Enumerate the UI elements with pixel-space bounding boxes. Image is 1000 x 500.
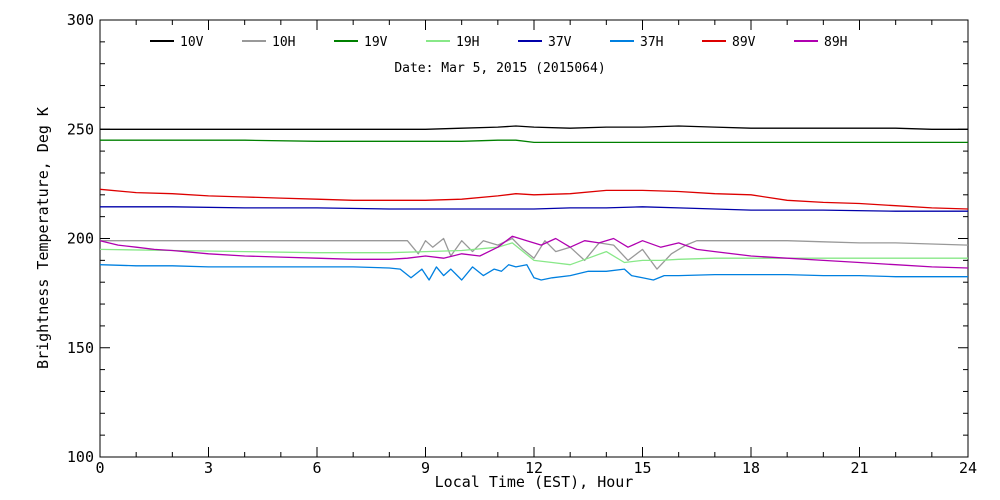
x-tick-label: 9 bbox=[421, 459, 430, 477]
x-axis-label: Local Time (EST), Hour bbox=[435, 473, 634, 491]
plot-frame bbox=[99, 19, 969, 458]
x-tick-label: 12 bbox=[525, 459, 543, 477]
x-tick-label: 24 bbox=[959, 459, 977, 477]
x-tick-label: 15 bbox=[633, 459, 651, 477]
series-line-37v bbox=[100, 206, 968, 212]
legend-label-37h: 37H bbox=[640, 35, 663, 50]
legend-label-89h: 89H bbox=[824, 35, 847, 50]
y-tick-label: 300 bbox=[67, 11, 94, 29]
x-tick-label: 0 bbox=[95, 459, 104, 477]
series-line-10v bbox=[100, 125, 968, 130]
x-tick-label: 3 bbox=[204, 459, 213, 477]
legend-label-89v: 89V bbox=[732, 35, 756, 50]
series-line-19v bbox=[100, 139, 968, 144]
y-axis-label: Brightness Temperature, Deg K bbox=[34, 107, 52, 369]
chart-subtitle: Date: Mar 5, 2015 (2015064) bbox=[394, 61, 605, 76]
legend-label-19h: 19H bbox=[456, 35, 479, 50]
y-tick-label: 100 bbox=[67, 448, 94, 466]
x-tick-label: 6 bbox=[312, 459, 321, 477]
legend-label-19v: 19V bbox=[364, 35, 388, 50]
tick-labels: 0 3 6 9 12 15 18 21 24 100 150 200 250 300 bbox=[67, 11, 977, 477]
legend-label-37v: 37V bbox=[548, 35, 572, 50]
series-line-37h bbox=[99, 264, 968, 281]
x-tick-label: 18 bbox=[742, 459, 760, 477]
series-line-19h bbox=[99, 242, 968, 266]
x-tick-label: 21 bbox=[850, 459, 868, 477]
y-tick-label: 150 bbox=[67, 339, 94, 357]
series-line-89h bbox=[99, 235, 969, 269]
axis-ticks bbox=[99, 19, 969, 458]
legend-label-10h: 10H bbox=[272, 35, 295, 50]
legend-label-10v: 10V bbox=[180, 35, 204, 50]
series-line-89v bbox=[99, 188, 969, 210]
legend: 10V 10H 19V 19H 37V 37H 89V 89H bbox=[150, 35, 847, 50]
y-tick-label: 200 bbox=[67, 230, 94, 248]
y-tick-label: 250 bbox=[67, 120, 94, 138]
series-line-10h bbox=[100, 237, 969, 270]
series-lines bbox=[99, 125, 969, 281]
